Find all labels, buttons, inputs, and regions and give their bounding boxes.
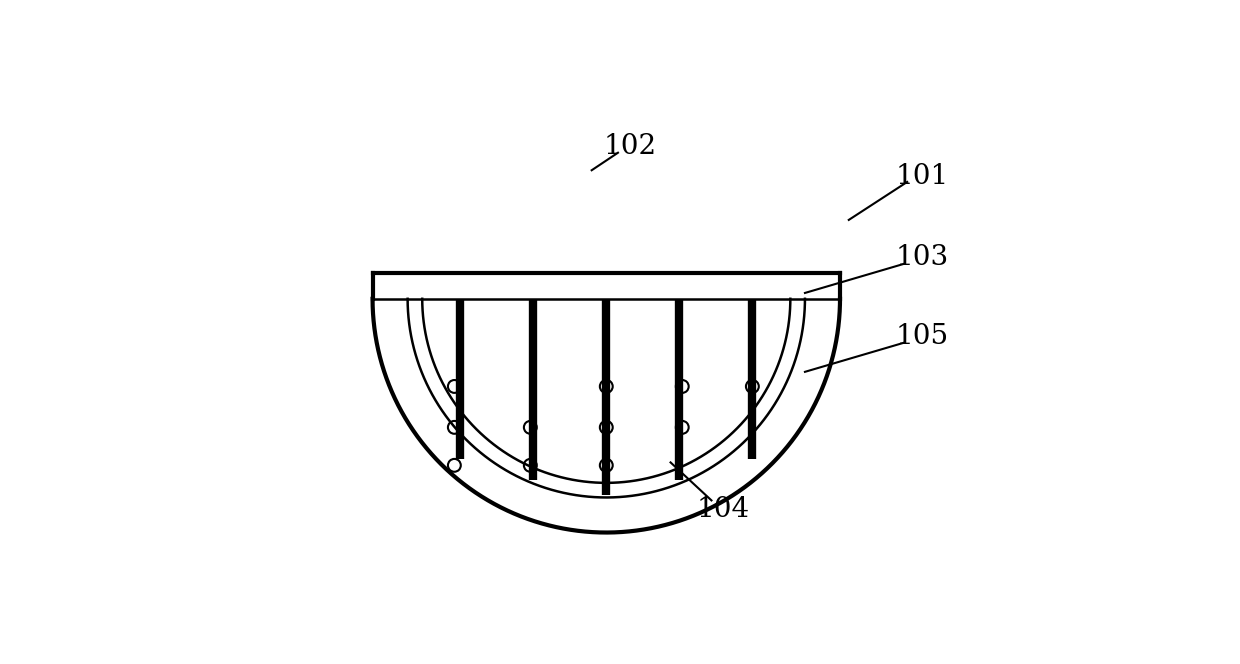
Text: 102: 102 <box>603 133 656 161</box>
Text: 105: 105 <box>895 323 949 351</box>
Text: 101: 101 <box>895 163 949 190</box>
Text: 103: 103 <box>895 244 949 272</box>
Text: 104: 104 <box>697 495 750 523</box>
